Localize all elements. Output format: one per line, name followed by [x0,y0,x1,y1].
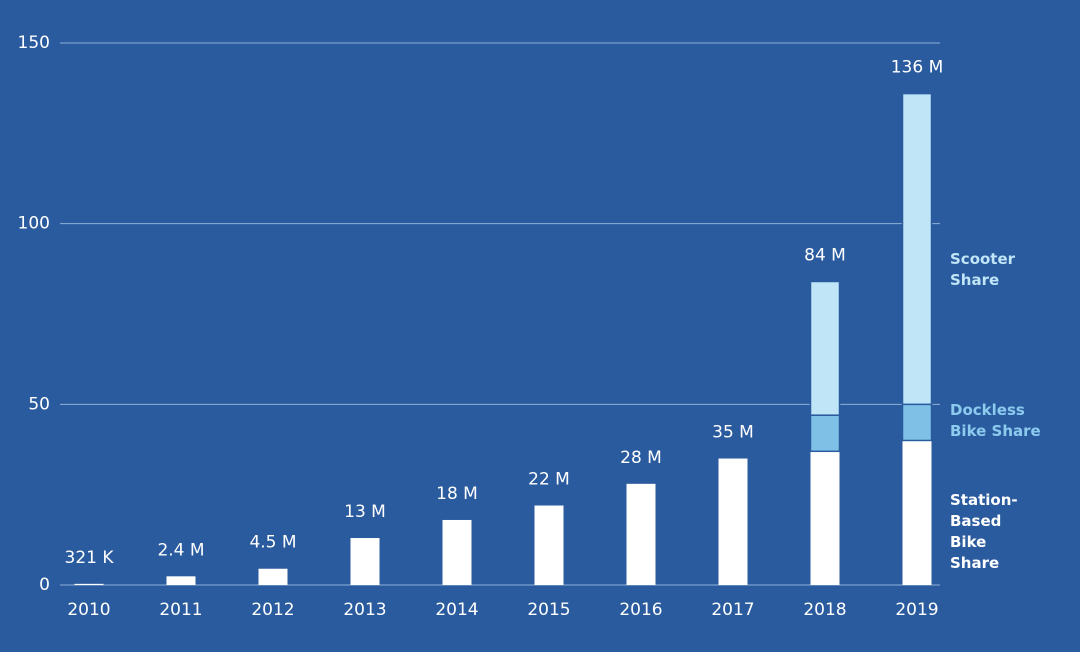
total-label: 13 M [344,502,386,522]
bar-segment [810,451,840,585]
bar-segment [809,414,841,453]
bar-segment [902,440,932,585]
x-tick-label: 2010 [67,600,110,620]
total-label: 22 M [528,470,570,490]
legend-entry: Scooter Share [950,250,1016,289]
x-tick-label: 2013 [343,600,386,620]
total-label: 321 K [65,548,115,568]
bar-segment [718,458,748,585]
total-label: 2.4 M [157,540,204,560]
bar-segment [901,92,933,406]
total-label: 35 M [712,423,754,443]
bar-segment [258,568,288,585]
legend-entry: Station-Based Bike Share [950,491,1018,572]
x-tick-label: 2019 [895,600,938,620]
bar-segment [166,576,196,585]
total-label: 136 M [891,58,944,78]
x-tick-label: 2012 [251,600,294,620]
bar-segment [350,538,380,585]
total-label: 84 M [804,245,846,265]
legend-entry: Dockless Bike Share [950,401,1041,440]
y-tick-label: 150 [18,33,50,53]
bar-segment [534,505,564,585]
bar-segment [901,403,933,442]
x-tick-label: 2016 [619,600,662,620]
total-label: 28 M [620,448,662,468]
x-tick-label: 2017 [711,600,754,620]
bar-segment [442,519,472,585]
bar-segment [74,583,104,585]
total-label: 18 M [436,484,478,504]
bar-segment [809,280,841,416]
y-tick-label: 100 [18,214,50,234]
bar-segment [626,483,656,585]
y-tick-label: 50 [28,394,50,414]
x-tick-label: 2018 [803,600,846,620]
x-tick-label: 2015 [527,600,570,620]
total-label: 4.5 M [249,533,296,553]
x-tick-label: 2011 [159,600,202,620]
y-tick-label: 0 [39,575,50,595]
x-tick-label: 2014 [435,600,478,620]
